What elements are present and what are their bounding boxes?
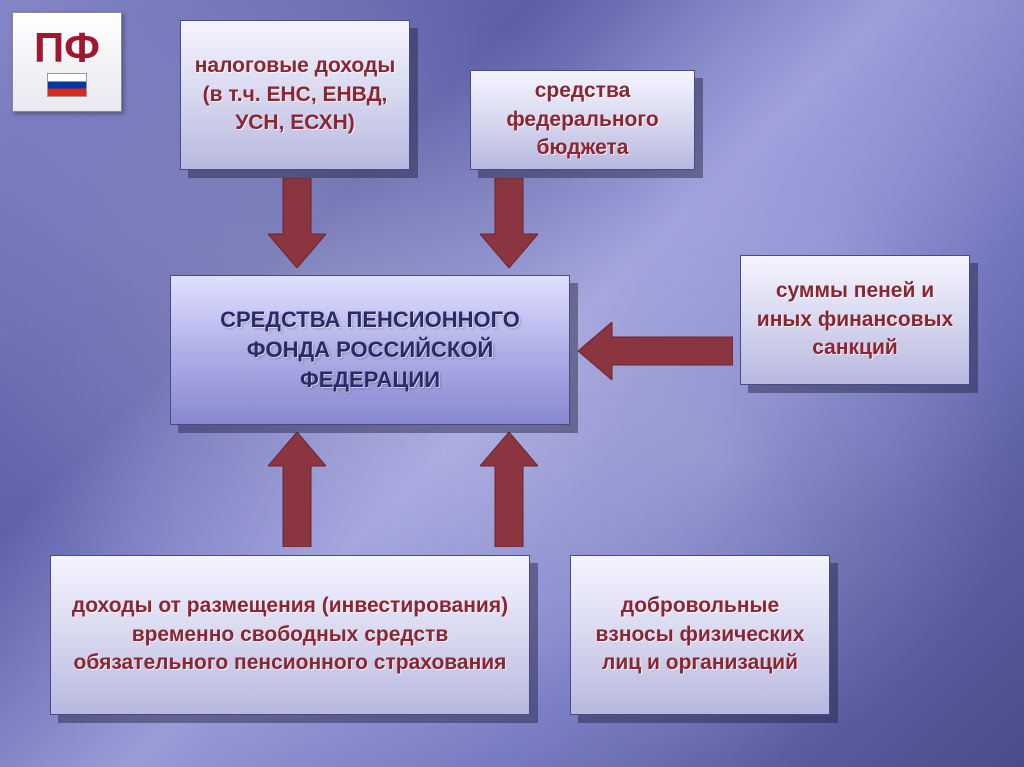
node-label: доходы от размещения (инвестирования) вр… — [63, 592, 517, 677]
node-penalties: суммы пеней и иных финансовых санкций — [740, 255, 970, 385]
node-federal: средства федерального бюджета — [470, 70, 695, 170]
node-label: суммы пеней и иных финансовых санкций — [753, 277, 957, 362]
node-invest: доходы от размещения (инвестирования) вр… — [50, 555, 530, 715]
node-label: средства федерального бюджета — [483, 77, 682, 162]
center-node: СРЕДСТВА ПЕНСИОННОГО ФОНДА РОССИЙСКОЙ ФЕ… — [170, 275, 570, 425]
node-label: добровольные взносы физических лиц и орг… — [583, 592, 817, 677]
arrow-voluntary — [480, 432, 538, 547]
russian-flag-icon — [47, 73, 87, 97]
arrow-invest — [268, 432, 326, 547]
node-label: СРЕДСТВА ПЕНСИОННОГО ФОНДА РОССИЙСКОЙ ФЕ… — [183, 305, 557, 394]
pfr-logo: ПФ — [12, 12, 122, 112]
node-tax: налоговые доходы (в т.ч. ЕНС, ЕНВД, УСН,… — [180, 20, 410, 170]
node-label: налоговые доходы (в т.ч. ЕНС, ЕНВД, УСН,… — [193, 52, 397, 137]
node-voluntary: добровольные взносы физических лиц и орг… — [570, 555, 830, 715]
arrow-tax — [268, 178, 326, 268]
logo-text: ПФ — [34, 27, 100, 69]
arrow-federal — [480, 178, 538, 268]
arrow-penalties — [578, 322, 733, 380]
